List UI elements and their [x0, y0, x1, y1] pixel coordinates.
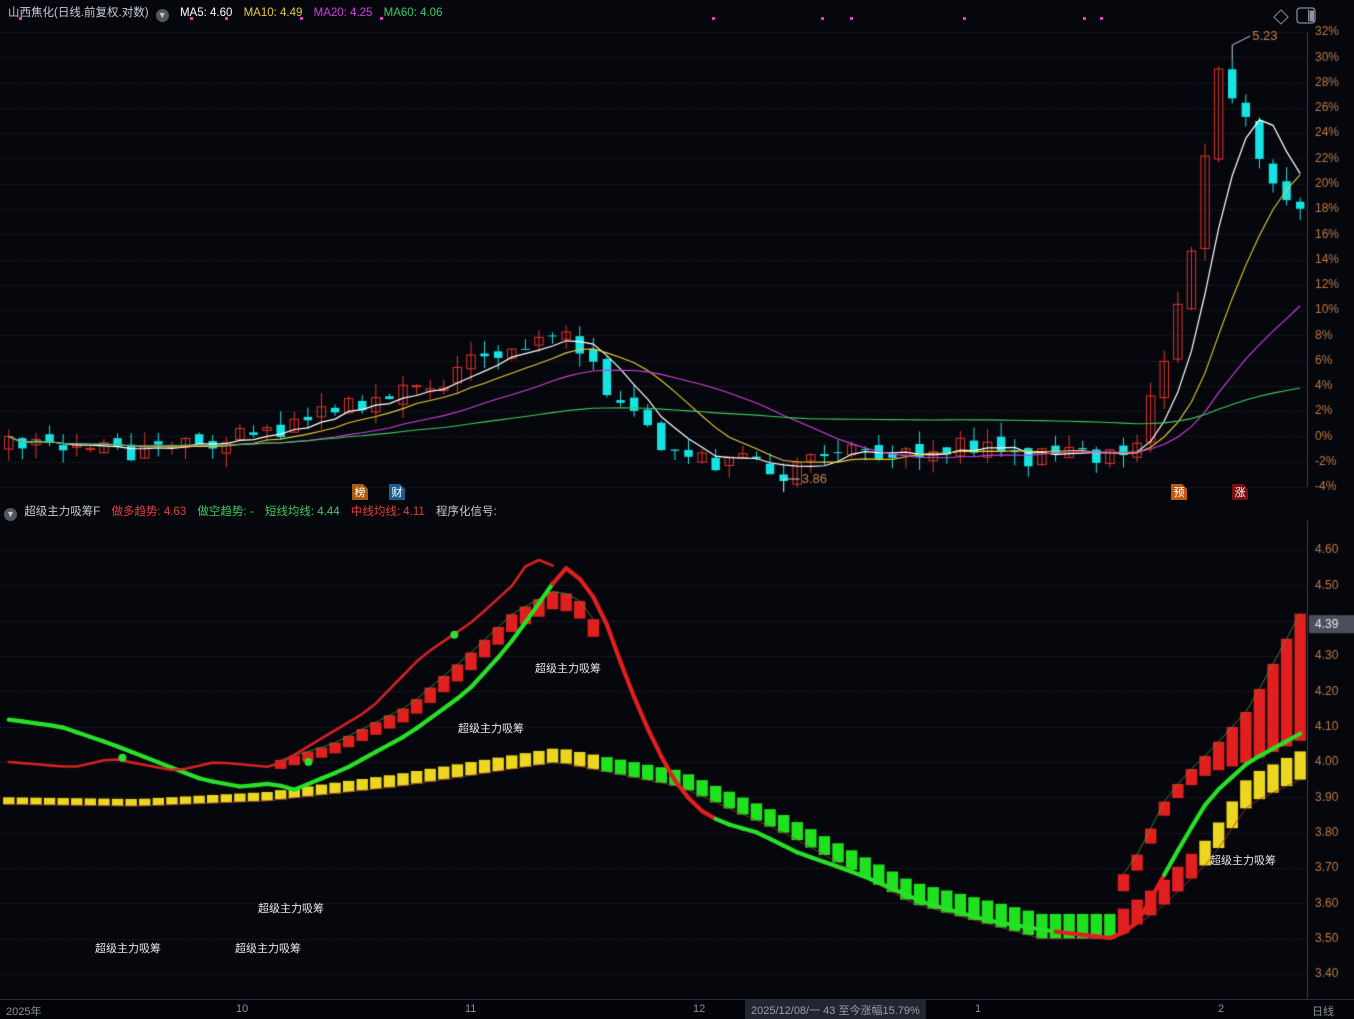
svg-text:财: 财 — [392, 485, 403, 499]
svg-text:预: 预 — [1174, 486, 1185, 499]
svg-text:涨: 涨 — [1235, 486, 1246, 499]
svg-text:榜: 榜 — [355, 485, 366, 499]
